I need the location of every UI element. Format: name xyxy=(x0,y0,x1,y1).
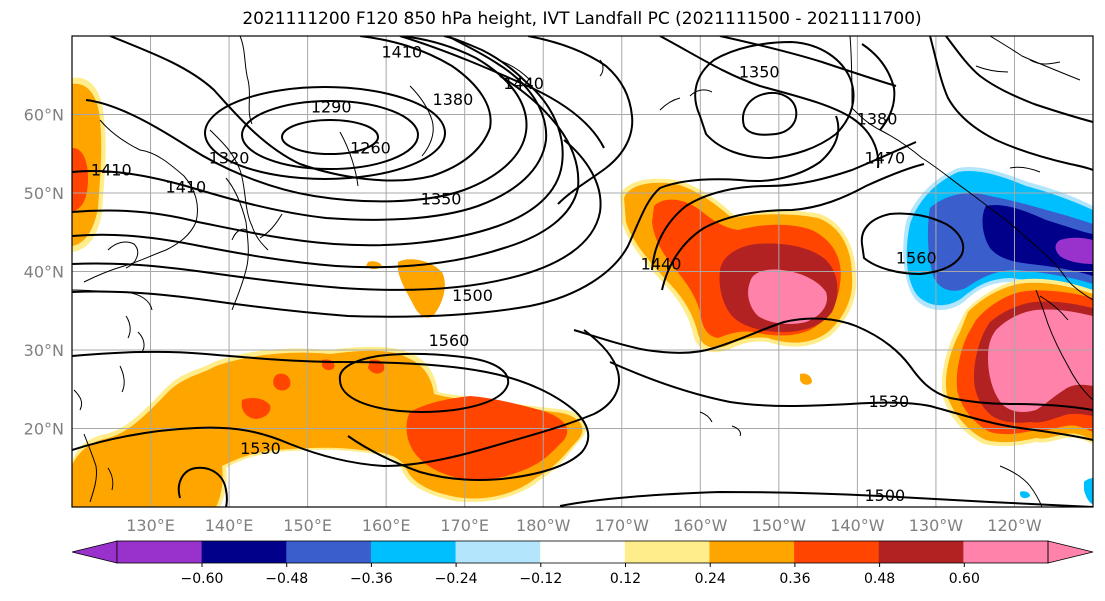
contour-label: 1380 xyxy=(433,90,474,109)
colorbar: −0.60 −0.48 −0.36 −0.24 −0.12 0.12 0.24 0.36 0.4… xyxy=(71,540,1094,587)
colorbar-tick-label: 0.24 xyxy=(695,571,726,587)
colorbar-segment xyxy=(201,541,287,563)
contour-label: 1320 xyxy=(209,149,250,168)
colorbar-tick-label: 0.48 xyxy=(864,571,895,587)
colorbar-extend-low xyxy=(71,540,118,564)
ivt-patch xyxy=(1084,478,1093,504)
y-tick-label: 30°N xyxy=(24,341,64,360)
contour-label: 1440 xyxy=(503,74,544,93)
x-tick-label: 130°E xyxy=(126,516,175,535)
colorbar-segment xyxy=(963,541,1049,563)
contour-label: 1440 xyxy=(641,255,682,274)
contour-label: 1470 xyxy=(865,149,906,168)
x-tick-label: 150°E xyxy=(283,516,332,535)
contour-label: 1530 xyxy=(868,392,909,411)
contour-label: 1410 xyxy=(382,43,423,62)
axis-tick-labels: 130°E 140°E 150°E 160°E 170°E 180°W 170°W 160°W… xyxy=(24,106,1042,536)
colorbar-segment xyxy=(286,541,372,563)
colorbar-tick-label: 0.12 xyxy=(610,571,641,587)
ivt-northeast-pacific-negative xyxy=(903,166,1093,310)
contour-label: 1560 xyxy=(896,248,937,267)
contour-label: 1380 xyxy=(857,109,898,128)
colorbar-tick-label: −0.36 xyxy=(350,571,393,587)
contour-label: 1500 xyxy=(865,486,906,505)
colorbar-segment xyxy=(455,541,541,563)
ivt-patch xyxy=(800,373,812,385)
colorbar-tick-label: −0.24 xyxy=(435,571,478,587)
colorbar-tick-label: −0.60 xyxy=(181,571,224,587)
x-tick-label: 180°W xyxy=(516,516,571,535)
chart-title: 2021111200 F120 850 hPa height, IVT Land… xyxy=(242,9,921,29)
ivt-west-edge-positive xyxy=(72,77,106,252)
colorbar-segment xyxy=(794,541,880,563)
x-tick-label: 160°E xyxy=(362,516,411,535)
x-tick-label: 170°E xyxy=(440,516,489,535)
x-tick-label: 170°W xyxy=(595,516,650,535)
contour-label: 1530 xyxy=(240,439,281,458)
colorbar-tick-label: 0.60 xyxy=(949,571,980,587)
contour-label: 1290 xyxy=(311,98,352,117)
x-tick-label: 160°W xyxy=(673,516,728,535)
colorbar-segment xyxy=(709,541,795,563)
colorbar-tick-label: −0.12 xyxy=(519,571,562,587)
colorbar-tick-label: 0.36 xyxy=(779,571,810,587)
y-tick-label: 40°N xyxy=(24,263,64,282)
x-tick-label: 120°W xyxy=(987,516,1042,535)
ivt-central-pacific-positive xyxy=(620,178,857,353)
contour-label: 1350 xyxy=(421,189,462,208)
ivt-patch xyxy=(186,477,198,489)
y-tick-label: 60°N xyxy=(24,106,64,125)
contour-label: 1350 xyxy=(739,62,780,81)
contour-label: 1500 xyxy=(452,286,493,305)
gridlines xyxy=(72,36,1093,507)
colorbar-extend-high xyxy=(1047,540,1094,564)
x-tick-label: 130°W xyxy=(909,516,964,535)
x-tick-label: 150°W xyxy=(752,516,807,535)
contour-label: 1410 xyxy=(166,178,207,197)
y-tick-label: 50°N xyxy=(24,184,64,203)
colorbar-tick-label: −0.48 xyxy=(265,571,308,587)
colorbar-frame xyxy=(116,540,1049,564)
coastlines xyxy=(72,36,1093,507)
contour-labels: 1410 1440 1380 1290 1320 1260 1350 1410 1410 1500… xyxy=(91,43,937,506)
map-frame xyxy=(71,35,1094,508)
contour-label: 1260 xyxy=(350,138,391,157)
y-tick-label: 20°N xyxy=(24,420,64,439)
contour-label: 1560 xyxy=(429,331,470,350)
colorbar-segment xyxy=(370,541,457,563)
ivt-patch xyxy=(398,259,445,318)
colorbar-segment xyxy=(624,541,710,563)
x-tick-label: 140°E xyxy=(205,516,254,535)
colorbar-segment xyxy=(540,541,626,563)
colorbar-segment xyxy=(117,541,203,563)
ivt-eastern-pacific-positive xyxy=(941,278,1093,447)
contour-label: 1410 xyxy=(91,160,132,179)
ivt-patch xyxy=(1020,491,1030,499)
x-tick-label: 140°W xyxy=(830,516,885,535)
height-contours xyxy=(72,36,1093,507)
map-area: 1410 1440 1380 1290 1320 1260 1350 1410 1410 1500… xyxy=(72,36,1093,507)
colorbar-segment xyxy=(878,541,964,563)
